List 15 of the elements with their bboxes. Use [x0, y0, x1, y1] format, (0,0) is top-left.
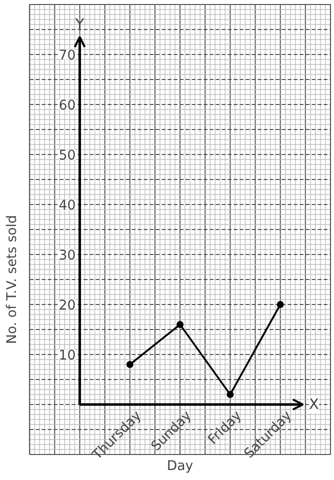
y-tick-label: 30	[58, 248, 76, 264]
point	[276, 301, 284, 308]
x-axis-title: Day	[166, 459, 194, 474]
point	[126, 361, 134, 368]
y-tick-label: 60	[58, 98, 76, 114]
point	[176, 321, 184, 328]
annotation: Y	[74, 16, 84, 33]
y-tick-label: 20	[58, 298, 76, 314]
point	[226, 391, 234, 398]
y-tick-label: 50	[58, 148, 76, 164]
y-tick-label: 40	[58, 198, 76, 214]
text: X	[308, 396, 319, 413]
y-axis-title: No. of T.V. sets sold	[5, 215, 20, 344]
y-tick-label: 70	[58, 48, 76, 64]
y-tick-label: 10	[58, 348, 76, 364]
